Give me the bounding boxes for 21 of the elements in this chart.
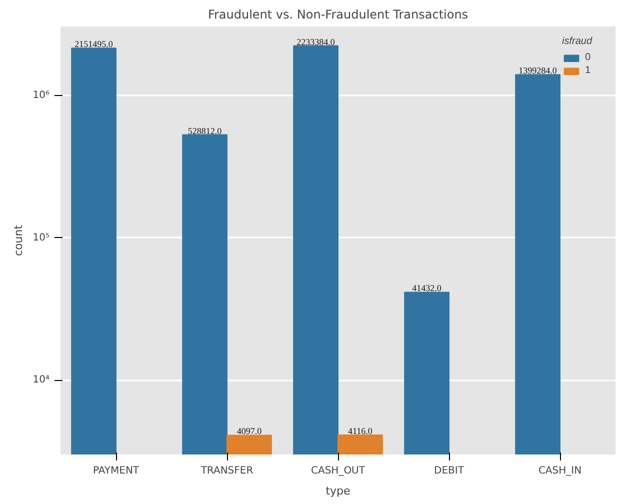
data-label: 4116.0 xyxy=(348,426,373,436)
x-axis-title: type xyxy=(326,484,351,498)
x-tick-label: CASH_IN xyxy=(538,466,582,476)
y-axis-title: count xyxy=(12,224,25,256)
data-label: 2233384.0 xyxy=(296,36,336,47)
data-label: 1399284.0 xyxy=(518,66,558,76)
data-label: 2151495.0 xyxy=(74,39,114,50)
data-label: 41432.0 xyxy=(412,283,442,294)
data-label: 4097.0 xyxy=(236,426,262,436)
legend-label: 0 xyxy=(585,52,592,63)
y-tick-label: 10⁴ xyxy=(32,374,50,386)
x-tick-label: PAYMENT xyxy=(92,466,140,476)
y-tick-label: 10⁵ xyxy=(32,232,50,244)
chart-title: Fraudulent vs. Non-Fraudulent Transactions xyxy=(208,8,468,22)
data-label: 528812.0 xyxy=(188,126,222,136)
legend-title: isfraud xyxy=(562,36,594,47)
x-tick-label: TRANSFER xyxy=(200,466,254,476)
legend-label: 1 xyxy=(585,65,592,76)
x-tick-label: DEBIT xyxy=(434,466,465,476)
x-tick-label: CASH_OUT xyxy=(311,466,366,476)
y-tick-label: 10⁶ xyxy=(32,90,50,101)
